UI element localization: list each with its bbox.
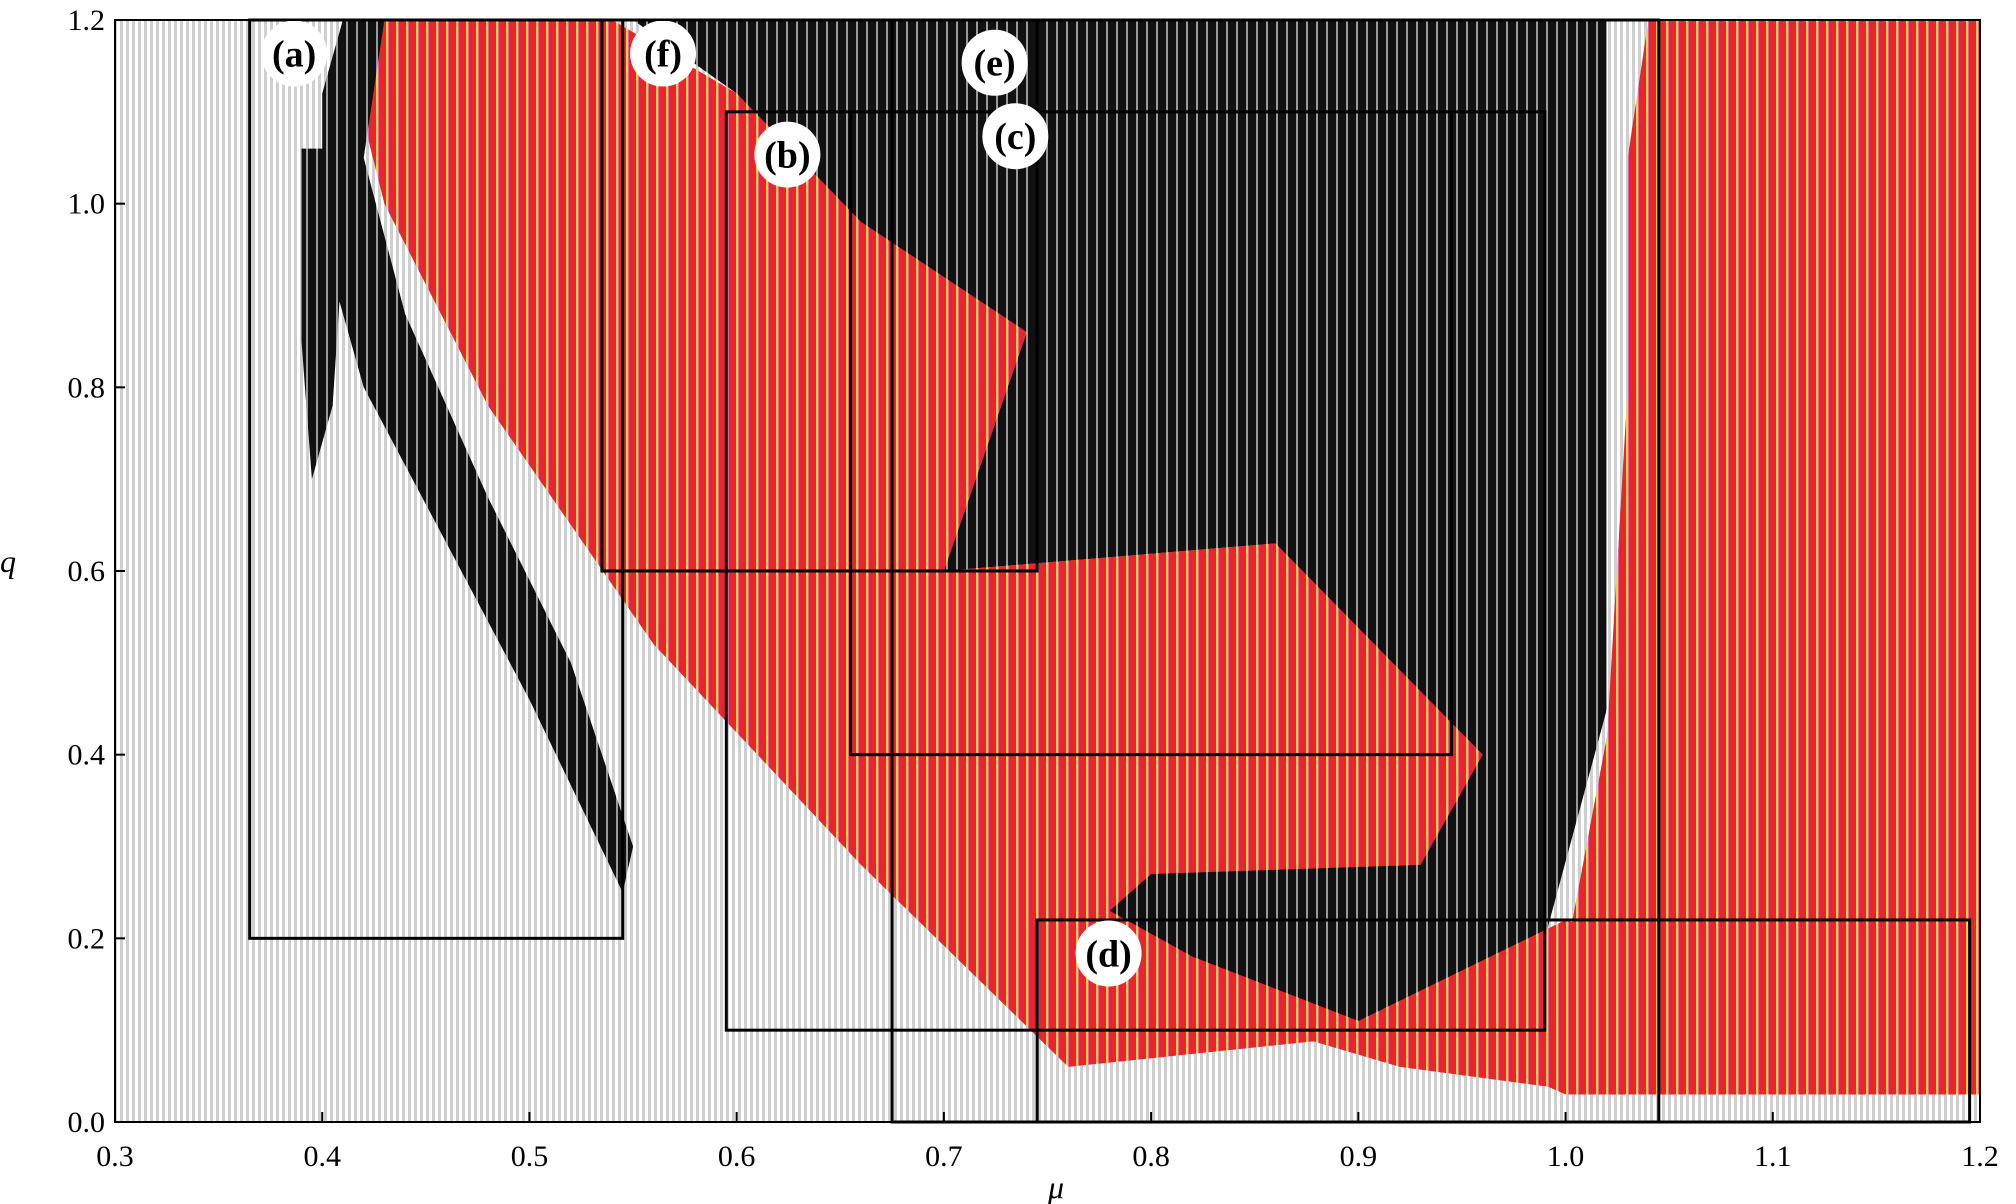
x-tick-label: 1.0 <box>1547 1140 1585 1173</box>
x-tick-label: 0.4 <box>303 1140 341 1173</box>
x-axis-ticks: 0.3 0.4 0.5 0.6 0.7 0.8 0.9 1.0 1.1 1.2 <box>96 1112 1999 1173</box>
box-markers: (a) (b) (c) (d) (e) (f) <box>261 20 1142 987</box>
region-dark-band-left <box>322 20 634 893</box>
y-axis-label: q <box>0 543 16 579</box>
marker-label-f: (f) <box>644 34 682 76</box>
x-tick-label: 1.1 <box>1754 1140 1792 1173</box>
box-c <box>849 110 1454 757</box>
region-red-band-bottom <box>1068 920 1773 1095</box>
region-dark-strip-a <box>301 148 343 480</box>
y-tick-label: 0.2 <box>68 922 106 955</box>
marker-label-e: (e) <box>974 43 1016 85</box>
marker-circle-d <box>1075 920 1142 987</box>
marker-label-c: (c) <box>994 116 1036 158</box>
x-tick-label: 0.5 <box>511 1140 549 1173</box>
marker-label-d: (d) <box>1085 934 1131 976</box>
x-tick-label: 0.6 <box>718 1140 756 1173</box>
marker-circle-c <box>982 103 1049 170</box>
x-tick-label: 0.9 <box>1340 1140 1378 1173</box>
x-tick-label: 0.7 <box>925 1140 963 1173</box>
x-tick-label: 0.8 <box>1132 1140 1170 1173</box>
x-tick-label: 1.2 <box>1961 1140 1999 1173</box>
heatmap-regions <box>301 20 1980 1095</box>
region-red-band-left <box>342 20 1483 1067</box>
marker-circle-a <box>261 20 328 87</box>
region-red-region-right <box>1503 20 1980 1095</box>
marker-circle-f <box>630 20 697 87</box>
x-tick-label: 0.3 <box>96 1140 134 1173</box>
marker-label-a: (a) <box>272 34 316 76</box>
y-tick-label: 1.2 <box>68 4 106 37</box>
y-tick-label: 1.0 <box>68 188 106 221</box>
y-tick-label: 0.4 <box>68 739 106 772</box>
marker-label-b: (b) <box>764 135 810 177</box>
marker-circle-b <box>754 121 821 188</box>
y-tick-label: 0.0 <box>68 1106 106 1139</box>
y-axis-ticks: 0.0 0.2 0.4 0.6 0.8 1.0 1.2 <box>68 4 125 1139</box>
x-axis-label: μ <box>1047 1169 1064 1204</box>
marker-circle-e <box>961 29 1028 96</box>
y-tick-label: 0.6 <box>68 555 106 588</box>
y-tick-label: 0.8 <box>68 371 106 404</box>
region-dark-main-region <box>633 20 1607 1058</box>
